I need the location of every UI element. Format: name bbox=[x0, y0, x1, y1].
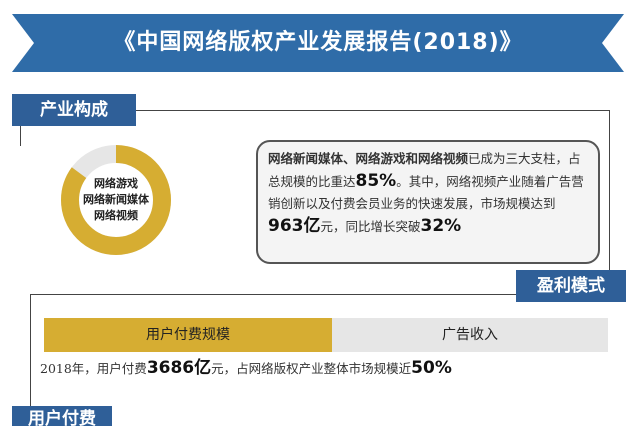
profit-user-pay-value: 3686亿 bbox=[146, 358, 212, 378]
frame-line-top bbox=[130, 110, 610, 111]
callout-text-2: 。其中，网络视频产业随着广告营销创新以及付费会员业务的快速发展，市场规模达到 bbox=[268, 174, 584, 211]
profit-text-1: 2018年，用户付费 bbox=[40, 361, 147, 376]
callout-video-market-value: 963亿 bbox=[268, 216, 321, 236]
section-tag-user-pay: 用户付费 bbox=[12, 406, 112, 426]
callout-text-1: 已成为三大支柱，占总规模的比重达 bbox=[268, 151, 581, 189]
section-tag-profit: 盈利模式 bbox=[516, 270, 626, 302]
industry-callout: 网络新闻媒体、网络游戏和网络视频已成为三大支柱，占总规模的比重达85%。其中，网… bbox=[256, 140, 600, 264]
profit-summary: 2018年，用户付费3686亿元，占网络版权产业整体市场规模近50% bbox=[40, 354, 620, 382]
frame-line-left-mid bbox=[30, 294, 31, 406]
title-banner bbox=[12, 14, 624, 72]
callout-growth-value: 32% bbox=[420, 216, 462, 236]
callout-lead: 网络新闻媒体、网络游戏和网络视频 bbox=[268, 151, 469, 166]
donut-arc-share bbox=[61, 145, 171, 255]
bar-ad-revenue: 广告收入 bbox=[332, 318, 608, 352]
callout-share-value: 85% bbox=[355, 171, 397, 191]
industry-donut-chart bbox=[61, 145, 171, 255]
section-tag-industry: 产业构成 bbox=[12, 94, 136, 126]
report-title: 《中国网络版权产业发展报告(2018)》 bbox=[113, 30, 523, 55]
donut-label-video: 网络视频 bbox=[94, 209, 138, 222]
frame-line-left-top bbox=[20, 106, 21, 146]
frame-line-right bbox=[609, 110, 610, 280]
donut-label-news: 网络新闻媒体 bbox=[83, 193, 149, 206]
banner-notch-right bbox=[602, 14, 624, 72]
frame-line-middle bbox=[30, 294, 520, 295]
profit-share-value: 50% bbox=[411, 358, 452, 378]
callout-text-3: 元，同比增长突破 bbox=[320, 219, 421, 234]
profit-text-2: 元，占网络版权产业整体市场规模近 bbox=[211, 361, 412, 376]
banner-notch-left bbox=[12, 14, 34, 72]
bar-user-payment: 用户付费规模 bbox=[44, 318, 332, 352]
donut-labels: 网络游戏 网络新闻媒体 网络视频 bbox=[56, 176, 176, 224]
donut-label-games: 网络游戏 bbox=[94, 177, 138, 190]
